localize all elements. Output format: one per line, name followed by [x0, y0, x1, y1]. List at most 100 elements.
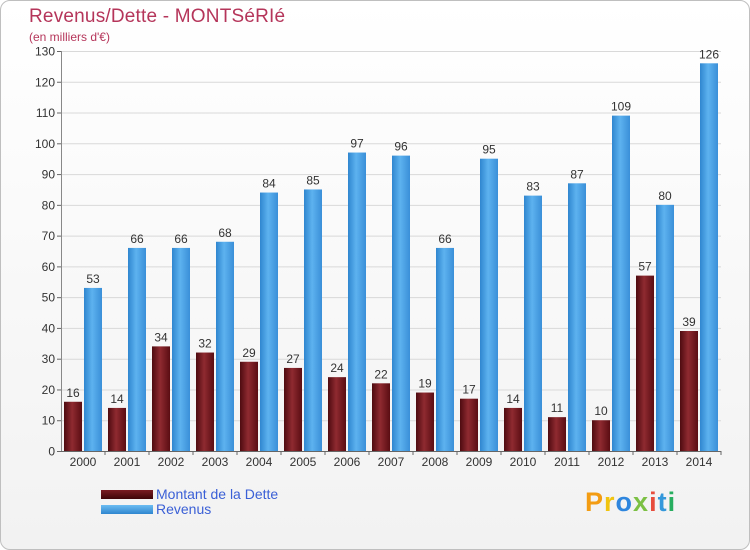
- data-label: 96: [394, 140, 408, 154]
- bar-chart: 0 10 20 30 40 50 60 70 80 90 100 110 120 130 2000 16 53 2…: [1, 1, 749, 481]
- data-label: 97: [350, 137, 364, 151]
- x-tick-label: 2012: [598, 455, 625, 469]
- dette-bar: [372, 383, 390, 451]
- revenus-bar: [436, 248, 454, 451]
- legend-label-revenus: Revenus: [156, 502, 211, 517]
- y-tick-label: 70: [42, 229, 56, 243]
- x-tick-label: 2006: [334, 455, 361, 469]
- data-label: 57: [638, 260, 652, 274]
- logo-letter: x: [633, 487, 649, 518]
- data-label: 80: [658, 189, 672, 203]
- dette-bar: [64, 402, 82, 451]
- logo-letter: i: [649, 487, 658, 518]
- y-tick-label: 100: [35, 137, 55, 151]
- revenus-bar: [84, 288, 102, 451]
- revenus-bar: [700, 63, 718, 451]
- x-tick-label: 2004: [246, 455, 273, 469]
- data-label: 53: [86, 272, 100, 286]
- y-tick-label: 90: [42, 168, 56, 182]
- x-tick-label: 2003: [202, 455, 229, 469]
- x-tick-label: 2011: [554, 455, 580, 469]
- dette-bar: [196, 353, 214, 451]
- revenus-bar: [260, 193, 278, 451]
- y-tick-label: 40: [42, 321, 56, 335]
- y-tick-label: 60: [42, 260, 56, 274]
- legend-item-revenus: Revenus: [101, 502, 278, 517]
- x-tick-label: 2010: [510, 455, 537, 469]
- revenus-bar: [568, 183, 586, 451]
- data-label: 16: [66, 386, 80, 400]
- revenus-bar: [348, 153, 366, 451]
- revenus-bar: [524, 196, 542, 451]
- dette-bar: [284, 368, 302, 451]
- data-label: 66: [174, 232, 188, 246]
- y-tick-label: 10: [42, 414, 56, 428]
- dette-bar: [240, 362, 258, 451]
- data-label: 11: [551, 401, 564, 415]
- data-label: 95: [482, 143, 496, 157]
- x-tick-label: 2009: [466, 455, 493, 469]
- chart-frame: Revenus/Dette - MONTSéRIé (en milliers d…: [0, 0, 750, 550]
- dette-bar: [416, 393, 434, 451]
- legend-item-dette: Montant de la Dette: [101, 487, 278, 502]
- revenus-bar: [128, 248, 146, 451]
- y-tick-label: 30: [42, 352, 56, 366]
- y-tick-label: 120: [35, 75, 55, 89]
- revenus-bar: [304, 189, 322, 451]
- logo-letter: t: [658, 487, 668, 518]
- data-label: 19: [418, 377, 432, 391]
- data-label: 87: [570, 167, 584, 181]
- y-tick-label: 50: [42, 291, 56, 305]
- dette-bar: [592, 420, 610, 451]
- legend-swatch-dette: [101, 490, 153, 499]
- logo-letter: P: [585, 487, 604, 518]
- x-tick-label: 2001: [114, 455, 141, 469]
- data-label: 14: [110, 392, 124, 406]
- data-label: 83: [526, 180, 540, 194]
- revenus-bar: [216, 242, 234, 451]
- logo-letter: i: [668, 487, 677, 518]
- dette-bar: [328, 377, 346, 451]
- x-tick-label: 2008: [422, 455, 449, 469]
- dette-bar: [680, 331, 698, 451]
- data-label: 85: [306, 173, 320, 187]
- legend-swatch-revenus: [101, 505, 153, 514]
- data-label: 32: [198, 337, 212, 351]
- data-label: 84: [262, 177, 276, 191]
- revenus-bar: [612, 116, 630, 451]
- data-label: 126: [699, 47, 719, 61]
- revenus-bar: [392, 156, 410, 451]
- data-label: 34: [154, 330, 168, 344]
- dette-bar: [152, 346, 170, 451]
- data-label: 17: [462, 383, 476, 397]
- data-label: 22: [374, 367, 388, 381]
- logo-letter: r: [604, 487, 616, 518]
- data-label: 39: [682, 315, 696, 329]
- revenus-bar: [480, 159, 498, 451]
- x-tick-label: 2000: [70, 455, 97, 469]
- legend: Montant de la Dette Revenus: [101, 487, 278, 517]
- x-tick-label: 2013: [642, 455, 669, 469]
- data-label: 10: [594, 404, 608, 418]
- dette-bar: [504, 408, 522, 451]
- data-label: 24: [330, 361, 344, 375]
- data-label: 14: [506, 392, 520, 406]
- y-tick-label: 80: [42, 198, 56, 212]
- x-tick-label: 2005: [290, 455, 317, 469]
- data-label: 29: [242, 346, 256, 360]
- y-tick-label: 130: [35, 45, 55, 59]
- data-label: 66: [130, 232, 144, 246]
- x-tick-label: 2002: [158, 455, 185, 469]
- logo-letter: o: [616, 487, 634, 518]
- x-tick-label: 2014: [686, 455, 713, 469]
- data-label: 66: [438, 232, 452, 246]
- dette-bar: [460, 399, 478, 451]
- dette-bar: [548, 417, 566, 451]
- revenus-bar: [172, 248, 190, 451]
- revenus-bar: [656, 205, 674, 451]
- data-label: 27: [286, 352, 300, 366]
- legend-label-dette: Montant de la Dette: [156, 487, 278, 502]
- proxiti-logo: Proxiti: [585, 487, 676, 518]
- dette-bar: [636, 276, 654, 451]
- data-label: 109: [611, 100, 631, 114]
